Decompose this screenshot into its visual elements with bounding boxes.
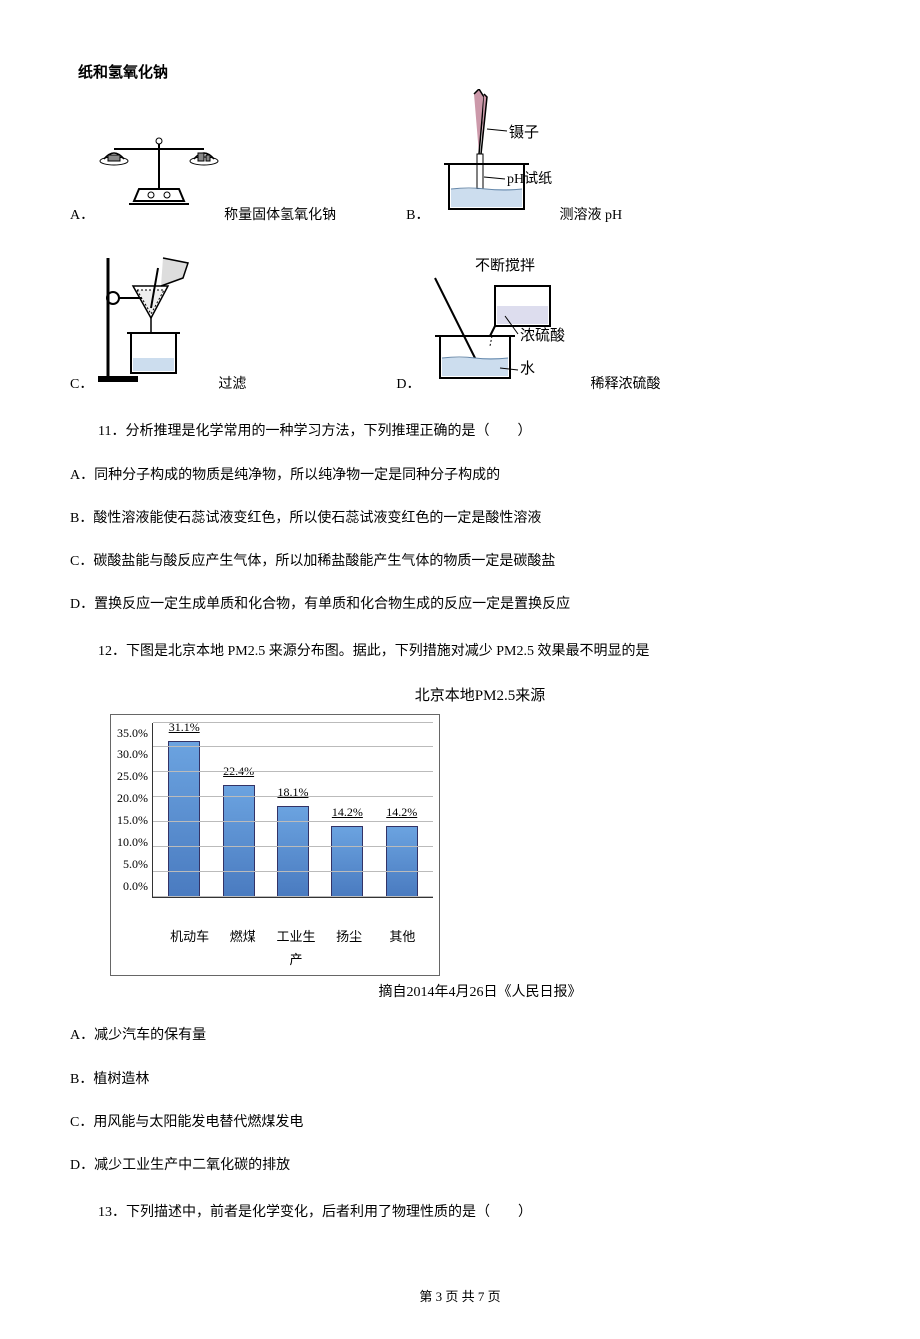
pm25-chart: 北京本地PM2.5来源 35.0%30.0%25.0%20.0%15.0%10.…: [110, 683, 850, 1006]
q11-opt-a: A．同种分子构成的物质是纯净物，所以纯净物一定是同种分子构成的: [70, 463, 850, 488]
grid-line: [153, 846, 433, 847]
q12-opt-a: A．减少汽车的保有量: [70, 1023, 850, 1048]
filter-diagram: [93, 248, 203, 397]
grid-line: [153, 722, 433, 723]
q11-text: 11．分析推理是化学常用的一种学习方法，下列推理正确的是（ ）: [70, 419, 850, 444]
q13-text: 13．下列描述中，前者是化学变化，后者利用了物理性质的是（ ）: [70, 1200, 850, 1225]
option-c-text: 过滤: [218, 372, 246, 397]
top-label: 纸和氢氧化钠: [78, 60, 850, 87]
water-label: 水: [520, 360, 535, 377]
option-c-letter: C．: [70, 372, 93, 397]
bar-group: 18.1%: [269, 782, 318, 896]
bar-group: 31.1%: [160, 717, 209, 896]
bar-group: 14.2%: [323, 802, 372, 897]
grid-line: [153, 896, 433, 897]
q11-opt-c: C．碳酸盐能与酸反应产生气体，所以加稀盐酸能产生气体的物质一定是碳酸盐: [70, 549, 850, 574]
q11-opt-d: D．置换反应一定生成单质和化合物，有单质和化合物生成的反应一定是置换反应: [70, 592, 850, 617]
grid-line: [153, 746, 433, 747]
bar: [277, 806, 309, 897]
y-tick: 0.0%: [123, 876, 148, 898]
y-tick: 30.0%: [117, 744, 148, 766]
y-tick: 20.0%: [117, 788, 148, 810]
x-label: 燃煤: [219, 925, 267, 972]
y-tick: 10.0%: [117, 832, 148, 854]
bar: [331, 826, 363, 897]
option-a-cell: A． 称量固体氢氧化钠: [70, 119, 336, 228]
ph-diagram: 镊子 pH试纸: [429, 89, 559, 228]
option-b-letter: B．: [406, 203, 429, 228]
balance-diagram: [94, 119, 224, 228]
ph-paper-label: pH试纸: [507, 171, 552, 187]
option-a-letter: A．: [70, 203, 94, 228]
options-row-1: A． 称量固体氢氧化钠 B．: [70, 89, 850, 228]
grid-line: [153, 821, 433, 822]
y-tick: 35.0%: [117, 723, 148, 745]
bar-value-label: 18.1%: [277, 782, 308, 804]
x-label: 其他: [378, 925, 426, 972]
tweezers-label: 镊子: [509, 124, 539, 141]
page-footer: 第 3 页 共 7 页: [70, 1285, 850, 1308]
options-row-2: C． 过滤 D． 不断搅拌: [70, 248, 850, 397]
y-tick: 15.0%: [117, 810, 148, 832]
chart-title: 北京本地PM2.5来源: [110, 683, 850, 710]
grid-line: [153, 796, 433, 797]
x-label: 工业生产: [272, 925, 320, 972]
y-tick: 25.0%: [117, 766, 148, 788]
option-d-letter: D．: [396, 372, 420, 397]
chart-frame: 35.0%30.0%25.0%20.0%15.0%10.0%5.0%0.0% 3…: [110, 714, 440, 977]
y-axis: 35.0%30.0%25.0%20.0%15.0%10.0%5.0%0.0%: [117, 723, 152, 898]
q12-opt-c: C．用风能与太阳能发电替代燃煤发电: [70, 1110, 850, 1135]
q12-opt-b: B．植树造林: [70, 1067, 850, 1092]
option-b-text: 测溶液 pH: [559, 203, 622, 228]
bar: [386, 826, 418, 897]
q12-opt-d: D．减少工业生产中二氧化碳的排放: [70, 1153, 850, 1178]
bar: [168, 741, 200, 897]
option-c-cell: C． 过滤: [70, 248, 246, 397]
bar: [223, 785, 255, 897]
option-b-cell: B． 镊子 pH试纸 测溶液 pH: [406, 89, 622, 228]
acid-label: 浓硫酸: [520, 327, 565, 344]
dilute-diagram: 不断搅拌 浓硫酸 水: [420, 258, 590, 397]
option-d-text: 稀释浓硫酸: [590, 372, 660, 397]
plot-area: 31.1%22.4%18.1%14.2%14.2%: [152, 723, 433, 898]
option-a-text: 称量固体氢氧化钠: [224, 203, 336, 228]
grid-line: [153, 771, 433, 772]
y-tick: 5.0%: [123, 854, 148, 876]
q11-opt-b: B．酸性溶液能使石蕊试液变红色，所以使石蕊试液变红色的一定是酸性溶液: [70, 506, 850, 531]
x-axis-labels: 机动车燃煤工业生产扬尘其他: [159, 923, 433, 972]
x-label: 机动车: [166, 925, 214, 972]
bar-group: 22.4%: [214, 761, 263, 897]
bar-group: 14.2%: [377, 802, 426, 897]
q12-text: 12．下图是北京本地 PM2.5 来源分布图。据此，下列措施对减少 PM2.5 …: [70, 639, 850, 664]
grid-line: [153, 871, 433, 872]
x-label: 扬尘: [325, 925, 373, 972]
chart-source: 摘自2014年4月26日《人民日报》: [110, 980, 850, 1005]
option-d-cell: D． 不断搅拌 浓硫酸 水 稀释浓硫酸: [396, 258, 660, 397]
stir-label: 不断搅拌: [475, 258, 535, 274]
